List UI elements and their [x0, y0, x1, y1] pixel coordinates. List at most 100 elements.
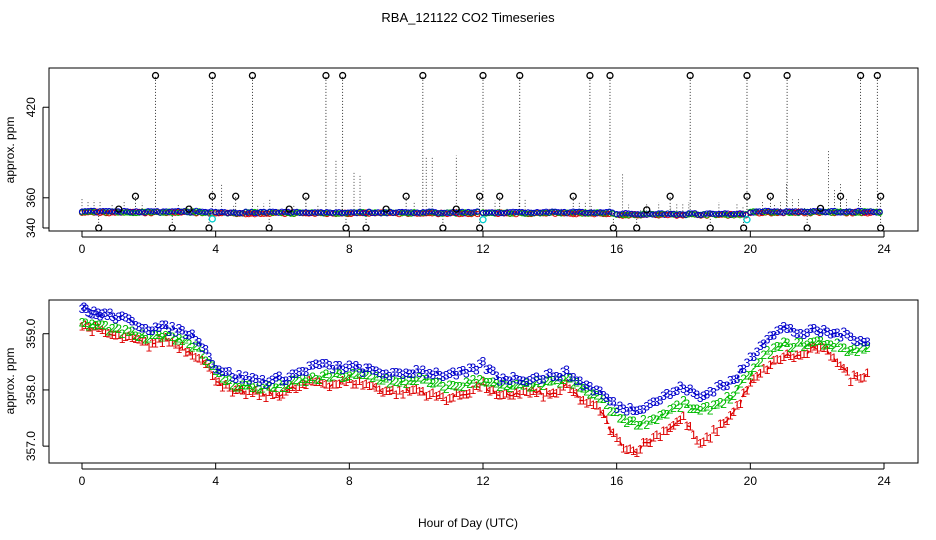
series-3-point: 3: [553, 370, 560, 384]
series-3-point: [371, 209, 379, 217]
series-3-segment: [248, 377, 253, 382]
series-3-point: [540, 209, 547, 216]
series-1-point: 1: [844, 364, 851, 378]
series-3-point: [801, 208, 808, 215]
series-3-point: 3: [276, 369, 283, 383]
series-1-segment: [853, 374, 858, 378]
series-2-point: 2: [570, 377, 577, 391]
series-1-point: 1: [610, 426, 617, 440]
series-1-point: 1: [282, 385, 289, 399]
series-3-point: 3: [540, 372, 547, 386]
series-2-segment: [465, 381, 470, 385]
series-2-point: 2: [670, 401, 677, 415]
series-1-point: 1: [767, 358, 774, 372]
series-1-segment: [516, 392, 521, 396]
series-3-point: [350, 209, 358, 216]
y-tick-label: 357.0: [24, 431, 38, 461]
series-3-point: [405, 209, 412, 216]
series-2-point: 2: [466, 377, 473, 391]
series-1-segment: [739, 392, 745, 405]
outlier-point: [338, 71, 347, 80]
series-3-point: 3: [196, 335, 203, 349]
series-2-segment: [248, 384, 253, 389]
series-2-point: 2: [323, 367, 330, 381]
series-1-point: 1: [259, 386, 266, 400]
series-1-point: 1: [744, 384, 751, 398]
series-2-point: 2: [162, 329, 169, 343]
series-3-point: [804, 209, 811, 216]
series-3-point: [616, 211, 623, 218]
series-1-point: 1: [236, 383, 243, 397]
series-1-point: 1: [379, 385, 386, 399]
series-3-point: 3: [93, 308, 100, 322]
series-3-point: 3: [513, 372, 520, 386]
series-3-point: [822, 209, 829, 216]
series-3-point: [479, 209, 487, 217]
series-3-point: 3: [790, 326, 797, 340]
series-3-segment: [459, 369, 464, 373]
series-3-point: 3: [460, 363, 467, 377]
series-2-point: 2: [246, 378, 253, 392]
series-3-point: [792, 208, 799, 215]
series-3-point: [353, 210, 361, 217]
series-2-segment: [265, 384, 270, 388]
series-3-point: 3: [293, 367, 300, 381]
series-3-point: [239, 210, 246, 217]
top-y-axis-label: approx. ppm: [3, 117, 17, 184]
series-1-point: 1: [600, 407, 607, 421]
series-1-point: 1: [172, 338, 179, 352]
series-1-point: 1: [456, 388, 463, 402]
series-1-point: 1: [443, 394, 450, 408]
series-2-point: 2: [470, 373, 477, 387]
series-3-point: [96, 208, 104, 215]
series-2-point: 2: [446, 378, 453, 392]
series-3-point: 3: [640, 403, 647, 417]
series-1-point: 1: [821, 341, 828, 355]
series-1-point: 1: [399, 388, 406, 402]
series-3-point: 3: [627, 400, 634, 414]
series-1-point: 1: [623, 443, 630, 457]
series-2-point: 2: [690, 402, 697, 416]
series-1-point: 1: [313, 375, 320, 389]
series-1-point: 1: [747, 375, 754, 389]
series-3-point: 3: [393, 366, 400, 380]
series-3-point: 3: [593, 383, 600, 397]
series-1-point: 1: [440, 390, 447, 404]
series-3-point: 3: [156, 321, 163, 335]
series-3-point: 3: [179, 323, 186, 337]
series-2-segment: [783, 341, 788, 344]
series-3-point: 3: [747, 350, 754, 364]
series-1-segment: [726, 414, 731, 422]
series-1-point: 1: [403, 382, 410, 396]
series-3-point: 3: [99, 307, 106, 321]
series-2-point: 2: [630, 414, 637, 428]
series-1-point: 1: [232, 383, 239, 397]
series-1-point: 1: [597, 404, 604, 418]
series-1-point: 1: [577, 393, 584, 407]
series-2-point: 2: [657, 408, 664, 422]
series-2-point: 2: [500, 377, 507, 391]
series-2-segment: [846, 349, 851, 353]
series-3-point: 3: [189, 327, 196, 341]
series-3-point: 3: [490, 364, 497, 378]
outlier-point: [402, 192, 410, 200]
series-2-segment: [495, 382, 501, 388]
series-2-point: 2: [633, 419, 640, 433]
series-3-point: 3: [101, 306, 108, 320]
series-1-segment: [666, 427, 671, 432]
series-2-point: 2: [700, 400, 707, 414]
series-3-point: [697, 211, 704, 218]
series-2-point: 2: [787, 341, 794, 355]
series-3-point: [459, 208, 466, 215]
series-3-point: [314, 209, 322, 216]
series-2-point: 2: [754, 356, 761, 370]
series-3-point: 3: [847, 330, 854, 344]
series-3-point: 3: [500, 371, 507, 385]
series-3-point: 3: [804, 326, 811, 340]
series-2-point: 2: [396, 375, 403, 389]
series-1-segment: [88, 327, 93, 333]
series-3-point: [528, 209, 535, 216]
series-1-point: 1: [166, 335, 173, 349]
series-1-point: 1: [85, 321, 92, 335]
series-2-segment: [141, 333, 147, 340]
